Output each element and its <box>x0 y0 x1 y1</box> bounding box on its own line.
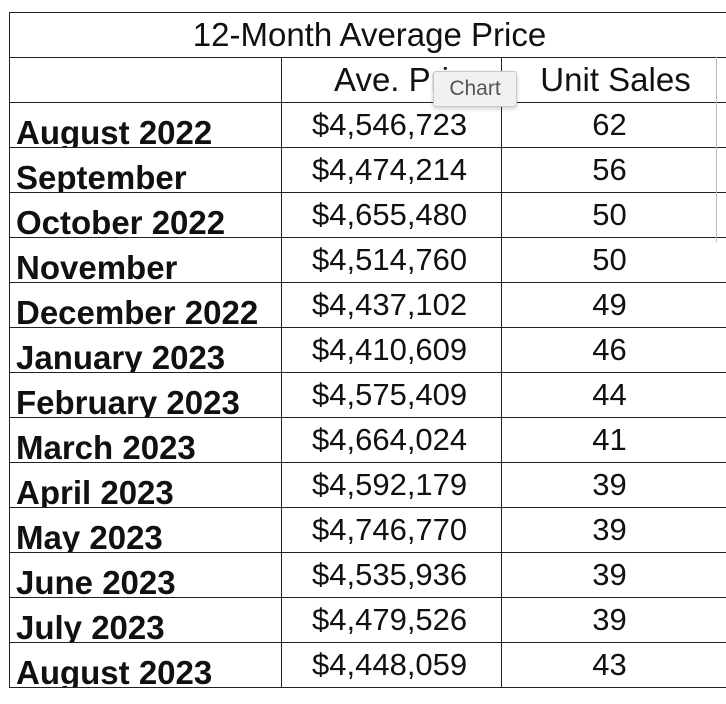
price-cell[interactable]: $4,514,760 <box>281 237 502 283</box>
month-cell[interactable]: December 2022 <box>9 282 282 328</box>
header-month-cell[interactable] <box>9 57 282 103</box>
month-label: May 2023 <box>16 519 163 552</box>
month-cell[interactable]: January 2023 <box>9 327 282 373</box>
price-cell[interactable]: $4,655,480 <box>281 192 502 238</box>
month-label: November <box>16 249 178 282</box>
month-cell[interactable]: August 2022 <box>9 102 282 148</box>
table-row: August 2023 $4,448,059 43 <box>9 642 726 688</box>
price-cell[interactable]: $4,448,059 <box>281 642 502 688</box>
month-label: August 2023 <box>16 654 213 687</box>
price-cell[interactable]: $4,664,024 <box>281 417 502 463</box>
month-cell[interactable]: July 2023 <box>9 597 282 643</box>
sales-cell[interactable]: 39 <box>500 552 726 598</box>
table-body: 12-Month Average Price Ave. Pri Unit Sal… <box>8 12 726 688</box>
month-label: September <box>16 159 187 192</box>
month-label: March 2023 <box>16 429 196 462</box>
table-title-cell[interactable]: 12-Month Average Price <box>8 12 726 58</box>
month-label: October 2022 <box>16 204 226 237</box>
month-cell[interactable]: September <box>9 147 282 193</box>
sales-cell[interactable]: 49 <box>500 282 726 328</box>
sales-cell[interactable]: 44 <box>500 372 726 418</box>
price-cell[interactable]: $4,474,214 <box>281 147 502 193</box>
sales-cell[interactable]: 43 <box>500 642 726 688</box>
sales-cell[interactable]: 41 <box>500 417 726 463</box>
chart-tooltip: Chart <box>433 71 517 107</box>
month-cell[interactable]: June 2023 <box>9 552 282 598</box>
price-cell[interactable]: $4,746,770 <box>281 507 502 553</box>
month-cell[interactable]: November <box>9 237 282 283</box>
price-cell[interactable]: $4,437,102 <box>281 282 502 328</box>
month-cell[interactable]: February 2023 <box>9 372 282 418</box>
month-cell[interactable]: April 2023 <box>9 462 282 508</box>
table-row: December 2022 $4,437,102 49 <box>9 282 726 328</box>
table-row: April 2023 $4,592,179 39 <box>9 462 726 508</box>
header-sales-cell[interactable]: Unit Sales <box>500 57 726 103</box>
month-cell[interactable]: October 2022 <box>9 192 282 238</box>
table-row: March 2023 $4,664,024 41 <box>9 417 726 463</box>
table-row: May 2023 $4,746,770 39 <box>9 507 726 553</box>
month-cell[interactable]: August 2023 <box>9 642 282 688</box>
sales-cell[interactable]: 50 <box>500 192 726 238</box>
month-label: December 2022 <box>16 294 259 327</box>
month-label: April 2023 <box>16 474 174 507</box>
price-cell[interactable]: $4,575,409 <box>281 372 502 418</box>
month-label: June 2023 <box>16 564 176 597</box>
month-label: February 2023 <box>16 384 240 417</box>
price-cell[interactable]: $4,479,526 <box>281 597 502 643</box>
month-label: July 2023 <box>16 609 165 642</box>
price-table: 12-Month Average Price Ave. Pri Unit Sal… <box>8 12 726 688</box>
table-row: August 2022 $4,546,723 62 <box>9 102 726 148</box>
table-row: October 2022 $4,655,480 50 <box>9 192 726 238</box>
header-row: Ave. Pri Unit Sales <box>9 57 726 103</box>
sales-cell[interactable]: 62 <box>500 102 726 148</box>
month-label: August 2022 <box>16 114 213 147</box>
month-cell[interactable]: May 2023 <box>9 507 282 553</box>
table-row: June 2023 $4,535,936 39 <box>9 552 726 598</box>
table-row: November $4,514,760 50 <box>9 237 726 283</box>
title-row: 12-Month Average Price <box>8 12 726 58</box>
sales-cell[interactable]: 39 <box>500 462 726 508</box>
table-row: July 2023 $4,479,526 39 <box>9 597 726 643</box>
column-divider <box>716 57 717 242</box>
price-cell[interactable]: $4,535,936 <box>281 552 502 598</box>
sales-cell[interactable]: 50 <box>500 237 726 283</box>
table-row: February 2023 $4,575,409 44 <box>9 372 726 418</box>
table-row: January 2023 $4,410,609 46 <box>9 327 726 373</box>
month-cell[interactable]: March 2023 <box>9 417 282 463</box>
sales-cell[interactable]: 39 <box>500 597 726 643</box>
spreadsheet-table-region: 12-Month Average Price Ave. Pri Unit Sal… <box>8 12 726 688</box>
sales-cell[interactable]: 46 <box>500 327 726 373</box>
price-cell[interactable]: $4,546,723 <box>281 102 502 148</box>
price-cell[interactable]: $4,592,179 <box>281 462 502 508</box>
sales-cell[interactable]: 56 <box>500 147 726 193</box>
month-label: January 2023 <box>16 339 226 372</box>
table-row: September $4,474,214 56 <box>9 147 726 193</box>
price-cell[interactable]: $4,410,609 <box>281 327 502 373</box>
sales-cell[interactable]: 39 <box>500 507 726 553</box>
